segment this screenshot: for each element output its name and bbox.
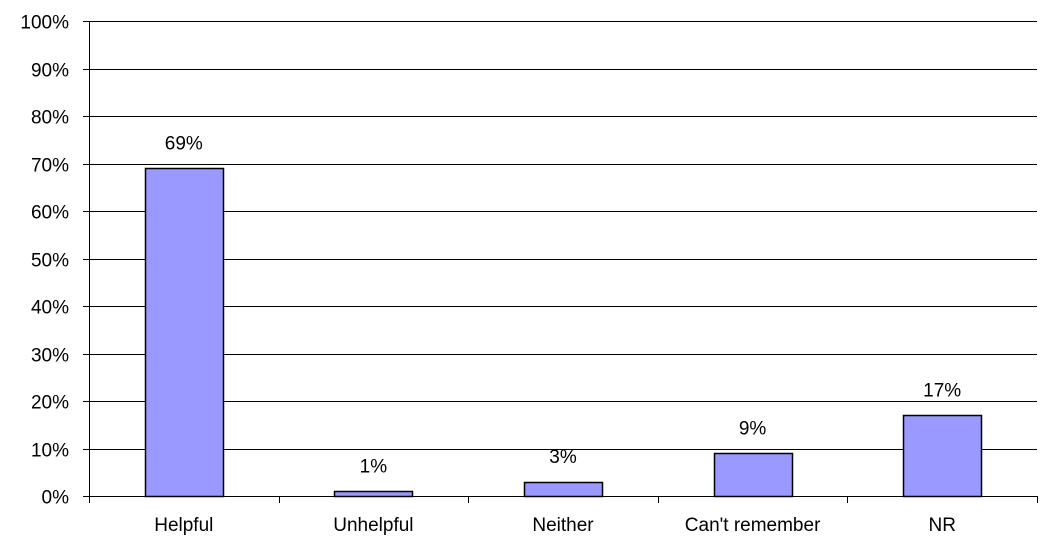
y-tick-label: 30% bbox=[31, 346, 69, 367]
y-tick-label: 70% bbox=[31, 156, 69, 177]
y-tick-label: 100% bbox=[20, 13, 69, 34]
y-tick-label: 60% bbox=[31, 203, 69, 224]
bar-unhelpful bbox=[333, 490, 414, 498]
data-label: 1% bbox=[360, 456, 388, 477]
axes bbox=[83, 21, 1038, 503]
y-tick-label: 90% bbox=[31, 61, 69, 82]
bar-helpful bbox=[144, 167, 225, 498]
x-category-label: NR bbox=[928, 515, 955, 536]
bar-nr bbox=[902, 414, 983, 498]
x-category-label: Neither bbox=[532, 515, 594, 536]
y-tick-label: 80% bbox=[31, 108, 69, 129]
bar-neither bbox=[523, 481, 604, 498]
x-category-label: Can't remember bbox=[685, 515, 821, 536]
x-category-label: Unhelpful bbox=[333, 515, 413, 536]
data-labels: 69% 1% 3% 9% 17% bbox=[165, 133, 962, 477]
y-tick-label: 0% bbox=[42, 488, 70, 509]
data-label: 9% bbox=[739, 418, 767, 439]
x-category-label: Helpful bbox=[154, 515, 213, 536]
x-axis-category-labels: Helpful Unhelpful Neither Can't remember NR bbox=[154, 515, 956, 536]
y-tick-label: 40% bbox=[31, 298, 69, 319]
y-tick-label: 10% bbox=[31, 441, 69, 462]
y-tick-label: 20% bbox=[31, 393, 69, 414]
gridlines bbox=[89, 21, 1037, 450]
bar-can-t-remember bbox=[713, 452, 794, 498]
bars bbox=[144, 167, 983, 498]
data-label: 69% bbox=[165, 133, 203, 154]
data-label: 3% bbox=[549, 447, 577, 468]
y-tick-label: 50% bbox=[31, 251, 69, 272]
y-axis-tick-labels: 0% 10% 20% 30% 40% 50% 60% 70% 80% 90% 100% bbox=[20, 13, 69, 509]
data-label: 17% bbox=[923, 380, 961, 401]
